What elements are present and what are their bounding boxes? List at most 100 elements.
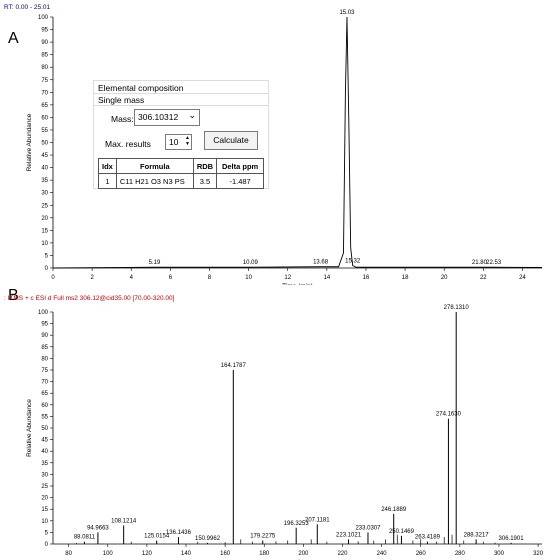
x-tick-label: 20	[441, 275, 448, 281]
y-tick-label: 95	[41, 28, 48, 34]
y-tick-label: 85	[41, 345, 48, 351]
y-tick-label: 35	[41, 461, 48, 467]
y-tick-label: 50	[41, 141, 48, 147]
y-tick-label: 30	[41, 191, 48, 197]
y-tick-label: 20	[41, 216, 48, 222]
y-tick-label: 100	[38, 310, 49, 316]
x-tick-label: 240	[377, 551, 388, 557]
max-results-value: 10	[169, 137, 179, 147]
dialog-divider	[94, 93, 268, 94]
x-tick-label: 100	[103, 551, 114, 557]
x-tick-label: 8	[208, 275, 212, 281]
x-tick-label: 80	[65, 551, 72, 557]
col-formula-header: Formula	[115, 158, 194, 174]
cell-rdb: 3.5	[192, 173, 218, 189]
peak-label: 306.1901	[499, 536, 525, 542]
peak-label: 288.3217	[464, 532, 490, 538]
x-tick-label: 0	[51, 275, 55, 281]
x-tick-label: 120	[142, 551, 153, 557]
y-tick-label: 60	[41, 115, 48, 121]
peak-label: 88.0811	[74, 535, 96, 541]
y-tick-label: 55	[41, 128, 48, 134]
peak-label: 207.1181	[305, 517, 330, 523]
col-delta-header: Delta ppm	[216, 158, 265, 174]
y-tick-label: 35	[41, 178, 48, 184]
x-tick-label: 6	[169, 275, 173, 281]
y-tick-label: 30	[41, 472, 48, 478]
y-tick-label: 15	[41, 228, 48, 234]
peak-label: 233.0307	[355, 525, 381, 531]
x-tick-label: 4	[130, 275, 134, 281]
y-tick-label: 0	[45, 542, 49, 548]
table-row[interactable]: 1 C11 H21 O3 N3 PS 3.5 -1.487	[98, 173, 265, 189]
cell-idx: 1	[98, 173, 117, 189]
peak-label: 196.3253	[284, 521, 310, 527]
peak-label: 274.1630	[436, 412, 462, 418]
y-tick-label: 65	[41, 103, 48, 109]
x-axis-label: Time (min)	[282, 283, 313, 285]
dialog-section-label: Single mass	[98, 95, 145, 105]
chromatogram-trace	[52, 16, 543, 269]
peak-label: 136.1436	[166, 530, 192, 536]
spinner-arrows-icon[interactable]: ▲ ▼	[185, 135, 190, 147]
x-tick-label: 300	[494, 551, 505, 557]
x-tick-label: 200	[298, 551, 309, 557]
mass-value: 306.10312	[138, 112, 179, 122]
chevron-down-icon[interactable]: ⌄	[188, 110, 196, 120]
y-tick-label: 25	[41, 484, 48, 490]
y-tick-label: 25	[41, 203, 48, 209]
peak-label: 15.32	[345, 258, 361, 264]
x-tick-label: 320	[533, 551, 544, 557]
max-results-spinner[interactable]: 10 ▲ ▼	[165, 134, 192, 150]
peak-label: 15.03	[339, 10, 355, 16]
y-tick-label: 70	[41, 90, 48, 96]
calculate-button[interactable]: Calculate	[204, 131, 258, 150]
y-tick-label: 20	[41, 496, 48, 502]
y-tick-label: 70	[41, 380, 48, 386]
y-tick-label: 100	[38, 15, 49, 21]
x-tick-label: 220	[337, 551, 348, 557]
y-axis-label: Relative Abundance	[26, 399, 33, 457]
chromatogram-chart: 0510152025303540455055606570758085909510…	[26, 10, 543, 285]
panel-b-header: : ITMS + c ESI d Full ms2 306.12@cid35.0…	[4, 295, 175, 302]
dialog-title: Elemental composition	[98, 83, 184, 93]
peak-label: 223.1021	[336, 532, 362, 538]
peak-label: 94.9663	[87, 525, 109, 531]
x-tick-label: 10	[245, 275, 252, 281]
x-tick-label: 140	[181, 551, 192, 557]
y-tick-label: 85	[41, 53, 48, 59]
y-tick-label: 55	[41, 414, 48, 420]
y-tick-label: 40	[41, 166, 48, 172]
elemental-composition-dialog: Elemental composition Single mass Mass: …	[93, 80, 269, 189]
y-tick-label: 45	[41, 438, 48, 444]
col-rdb-header: RDB	[192, 158, 218, 174]
peak-label: 125.0154	[144, 534, 170, 540]
y-tick-label: 75	[41, 368, 48, 374]
mass-select[interactable]: 306.10312 ⌄	[134, 109, 200, 126]
peak-label: 250.1469	[389, 529, 415, 535]
y-axis-label: Relative Abundance	[26, 113, 33, 171]
peak-label: 21.80	[472, 260, 488, 266]
peak-label: 263.4189	[415, 535, 441, 541]
y-tick-label: 45	[41, 153, 48, 159]
peak-label: 108.1214	[111, 518, 137, 524]
cell-formula: C11 H21 O3 N3 PS	[115, 173, 194, 189]
x-tick-label: 22	[480, 275, 487, 281]
dialog-divider-2	[94, 105, 268, 106]
y-tick-label: 60	[41, 403, 48, 409]
x-tick-label: 18	[402, 275, 409, 281]
x-tick-label: 160	[220, 551, 231, 557]
y-tick-label: 15	[41, 507, 48, 513]
cell-delta: -1.487	[216, 173, 265, 189]
results-header-row: Idx Formula RDB Delta ppm	[98, 158, 265, 174]
peak-label: 246.1889	[381, 507, 407, 513]
x-tick-label: 12	[284, 275, 291, 281]
x-tick-label: 280	[455, 551, 466, 557]
x-tick-label: 2	[90, 275, 94, 281]
y-tick-label: 5	[45, 253, 49, 259]
peak-label: 10.09	[243, 260, 259, 266]
peak-label: 164.1787	[221, 363, 247, 369]
x-tick-label: 180	[259, 551, 270, 557]
x-tick-label: 16	[363, 275, 370, 281]
y-tick-label: 90	[41, 333, 48, 339]
